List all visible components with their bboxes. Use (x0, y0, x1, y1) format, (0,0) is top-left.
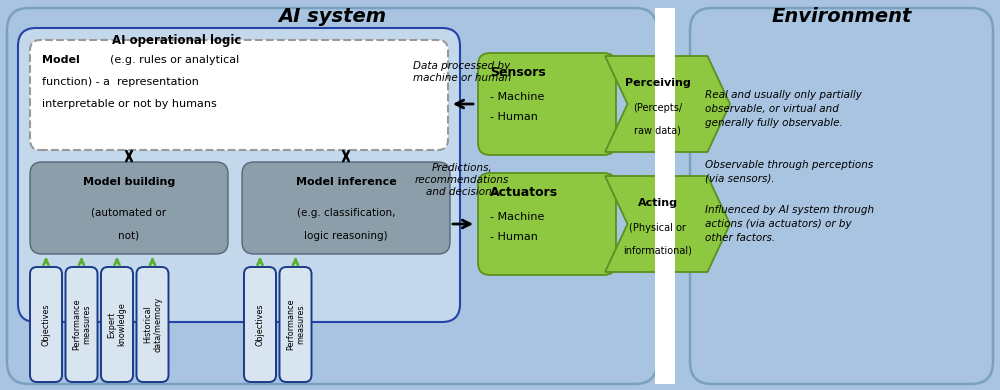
Text: Observable through perceptions
(via sensors).: Observable through perceptions (via sens… (705, 160, 873, 184)
FancyBboxPatch shape (690, 8, 993, 384)
Text: AI operational logic: AI operational logic (112, 34, 242, 48)
Text: AI system: AI system (278, 7, 386, 27)
Text: (Physical or: (Physical or (629, 223, 686, 233)
Text: Influenced by AI system through
actions (via actuators) or by
other factors.: Influenced by AI system through actions … (705, 205, 874, 243)
FancyBboxPatch shape (7, 8, 657, 384)
Text: - Machine: - Machine (490, 92, 544, 102)
FancyBboxPatch shape (18, 28, 460, 322)
FancyBboxPatch shape (101, 267, 133, 382)
FancyBboxPatch shape (280, 267, 312, 382)
FancyBboxPatch shape (30, 40, 448, 150)
FancyBboxPatch shape (30, 162, 228, 254)
Text: interpretable or not by humans: interpretable or not by humans (42, 99, 217, 109)
Text: (e.g. classification,: (e.g. classification, (297, 208, 395, 218)
Text: Model: Model (42, 55, 80, 65)
Text: (e.g. rules or analytical: (e.g. rules or analytical (110, 55, 239, 65)
Bar (655, 8, 675, 384)
Text: informational): informational) (623, 246, 692, 256)
FancyBboxPatch shape (478, 173, 616, 275)
Text: logic reasoning): logic reasoning) (304, 231, 388, 241)
Text: Model inference: Model inference (296, 177, 396, 187)
Text: - Human: - Human (490, 112, 538, 122)
Text: - Human: - Human (490, 232, 538, 242)
Text: Data processed by
machine or human: Data processed by machine or human (413, 61, 511, 83)
Text: Objectives: Objectives (42, 303, 50, 346)
Text: function) - a  representation: function) - a representation (42, 77, 199, 87)
Text: Environment: Environment (772, 7, 912, 27)
FancyBboxPatch shape (30, 267, 62, 382)
Text: Objectives: Objectives (256, 303, 264, 346)
Text: (automated or: (automated or (91, 208, 167, 218)
Polygon shape (605, 176, 730, 272)
FancyBboxPatch shape (136, 267, 168, 382)
Text: Real and usually only partially
observable, or virtual and
generally fully obser: Real and usually only partially observab… (705, 90, 862, 128)
Text: Model building: Model building (83, 177, 175, 187)
Text: - Machine: - Machine (490, 212, 544, 222)
Text: Historical
data/memory: Historical data/memory (143, 297, 162, 352)
Text: Performance
measures: Performance measures (72, 299, 91, 350)
FancyBboxPatch shape (478, 53, 616, 155)
Text: Performance
measures: Performance measures (286, 299, 305, 350)
Text: (Percepts/: (Percepts/ (633, 103, 682, 113)
Polygon shape (605, 56, 730, 152)
Text: Sensors: Sensors (490, 67, 546, 80)
Text: Acting: Acting (638, 198, 678, 208)
FancyBboxPatch shape (242, 162, 450, 254)
Text: raw data): raw data) (634, 126, 681, 136)
Text: Perceiving: Perceiving (625, 78, 690, 88)
Text: Predictions,
recommendations
and decisions: Predictions, recommendations and decisio… (415, 163, 509, 197)
Text: not): not) (118, 231, 140, 241)
Text: Actuators: Actuators (490, 186, 558, 200)
FancyBboxPatch shape (66, 267, 98, 382)
Text: Expert
knowledge: Expert knowledge (107, 303, 127, 346)
FancyBboxPatch shape (244, 267, 276, 382)
